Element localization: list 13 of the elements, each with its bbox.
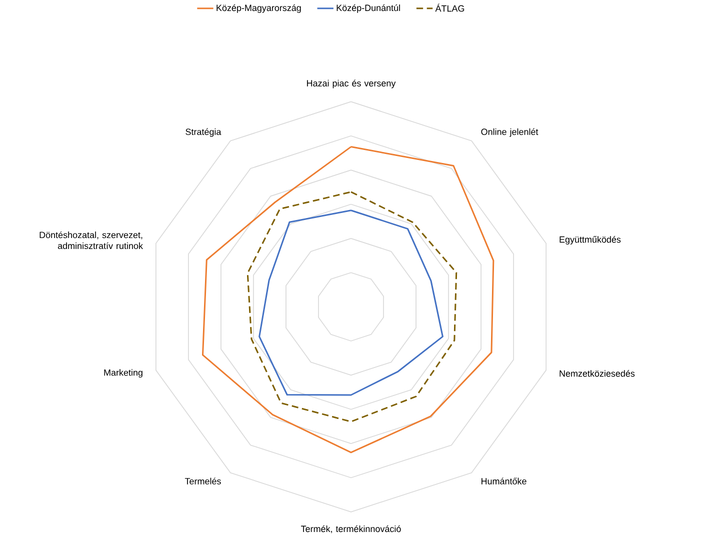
spoke-label: Online jelenlét xyxy=(481,128,538,137)
spoke-label: Termék, termékinnováció xyxy=(301,525,401,534)
legend-label: Közép-Magyarország xyxy=(216,4,301,13)
spoke-label: Stratégia xyxy=(186,128,222,137)
legend-label: Közép-Dunántúl xyxy=(336,4,400,13)
spoke-label: Döntéshozatal, szervezet, adminisztratív rutinok xyxy=(40,231,143,249)
spoke-label: Marketing xyxy=(104,369,142,378)
spoke-label: Hazai piac és verseny xyxy=(307,80,396,88)
spoke-label: Termelés xyxy=(184,478,221,484)
spoke-label: Humántőke xyxy=(482,478,526,484)
spoke-label: Együttműködés xyxy=(560,236,621,244)
spoke-label: Nemzetköziesedés xyxy=(560,370,635,377)
legend-label: ÁTLAG xyxy=(435,4,464,12)
